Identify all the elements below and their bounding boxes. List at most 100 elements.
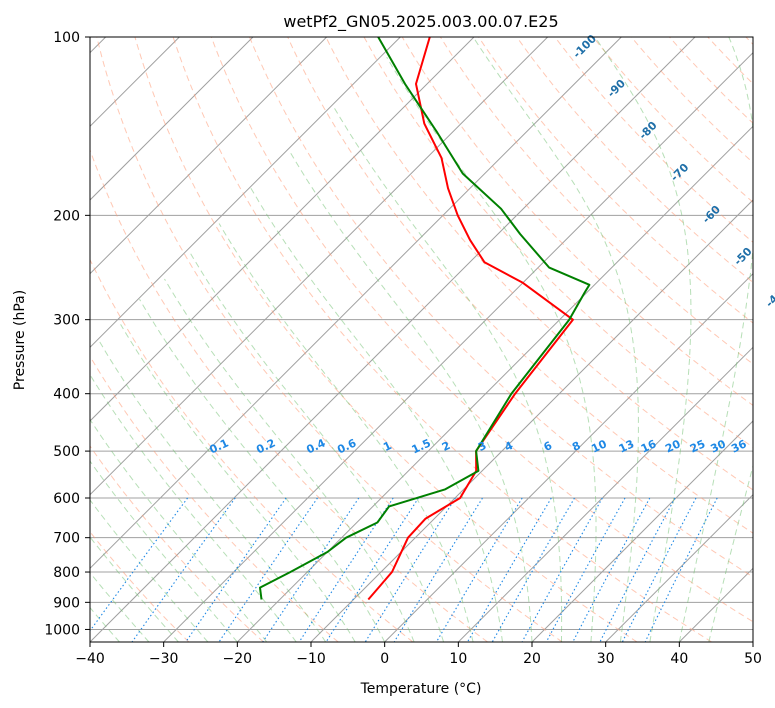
- moist-adiabat-line: [90, 499, 209, 642]
- isotherm-line: [236, 125, 753, 642]
- plot-background: [90, 37, 753, 642]
- dewpoint-profile: [259, 37, 591, 600]
- dry-adiabat-line: [287, 37, 753, 534]
- isotherm-line: [90, 37, 622, 570]
- isotherm-line: [90, 37, 328, 275]
- isotherm-line: [384, 272, 753, 642]
- moist-adiabat-line: [90, 418, 268, 642]
- isotherm-line: [163, 51, 753, 642]
- dry-adiabat-line: [90, 445, 264, 642]
- y-axis: 100 200 300 400 500 600 700 800 900 1000: [44, 30, 90, 638]
- isotherm-line: [605, 493, 753, 642]
- moist-adiabat-line: [594, 37, 692, 642]
- chart-title: wetPf2_GN05.2025.003.00.07.E25: [283, 12, 558, 32]
- moist-adiabat-line: [218, 223, 474, 642]
- dry-adiabat-line: [96, 37, 563, 642]
- dry-adiabat-line: [363, 37, 753, 448]
- mixing-ratio-line: [393, 497, 483, 642]
- x-tick-label: 10: [449, 651, 467, 667]
- dry-adiabat-label: -40: [763, 287, 775, 310]
- y-tick-label: 400: [53, 387, 80, 403]
- mixing-ratio-label: 36: [729, 437, 749, 455]
- mixing-ratio-line: [298, 497, 394, 642]
- x-tick-label: 20: [523, 651, 541, 667]
- mixing-ratio-line: [131, 497, 236, 642]
- dry-adiabat-line: [401, 37, 753, 406]
- x-tick-label: 40: [670, 651, 688, 667]
- dry-adiabat-line: [134, 37, 638, 642]
- moist-adiabat-line: [90, 571, 150, 642]
- mixing-ratio-line: [599, 497, 676, 642]
- mixing-ratio-label: 13: [617, 437, 636, 455]
- isotherm-line: [310, 199, 753, 642]
- isotherm-line: [90, 37, 549, 496]
- moist-adiabat-line: [678, 37, 753, 642]
- moist-adiabat-line: [708, 463, 753, 642]
- isotherm-line: [90, 37, 254, 201]
- y-tick-label: 1000: [44, 622, 80, 638]
- dry-adiabat-line: [478, 37, 753, 324]
- y-tick-label: 300: [53, 313, 80, 329]
- y-tick-label: 700: [53, 531, 80, 547]
- dry-adiabat-line: [249, 37, 753, 578]
- x-tick-label: 50: [744, 651, 762, 667]
- x-tick-label: 0: [380, 651, 389, 667]
- moist-adiabat-line: [290, 152, 533, 642]
- moist-adiabat-line: [90, 373, 297, 642]
- y-tick-label: 100: [53, 30, 80, 46]
- mixing-ratio-line: [325, 497, 419, 642]
- moist-adiabat-line: [139, 298, 386, 642]
- mixing-ratio-line: [621, 497, 697, 642]
- mixing-ratio-label: 30: [708, 437, 728, 455]
- dry-adiabat-line: [516, 37, 753, 284]
- line-annotations: 0.1 0.2 0.4 0.6 1 1.5 2 3 4 6 8 10 13 16 20 25 30 36-100-…: [207, 32, 775, 457]
- x-tick-label: −10: [296, 651, 326, 667]
- dry-adiabat-line: [630, 37, 753, 164]
- x-tick-label: 30: [597, 651, 615, 667]
- mixing-ratio-line: [572, 497, 651, 642]
- x-axis: −40 −30 −20 −10 0 10 20 30 40 50: [75, 642, 762, 667]
- grid-lines: [90, 37, 753, 642]
- moist-adiabat-line: [120, 324, 356, 642]
- plot-border: [89, 36, 754, 643]
- y-tick-label: 200: [53, 208, 80, 224]
- isotherm-line: [457, 346, 753, 642]
- x-tick-label: −20: [223, 651, 253, 667]
- mixing-ratio-line: [467, 497, 552, 642]
- dry-adiabat-line: [90, 258, 414, 642]
- dry-adiabat-line: [325, 37, 753, 491]
- profiles: [259, 37, 591, 601]
- mixing-ratio-line: [218, 497, 318, 642]
- mixing-ratio-label: 10: [589, 437, 609, 455]
- y-tick-label: 900: [53, 595, 80, 611]
- mixing-ratio-label: 16: [639, 437, 659, 455]
- mixing-ratio-label: 25: [688, 437, 707, 455]
- plot-area: [90, 37, 753, 642]
- mixing-ratio-line: [262, 497, 360, 642]
- dry-adiabat-line: [172, 37, 712, 642]
- isotherm-line: [90, 37, 475, 422]
- isotherm-line: [531, 420, 753, 642]
- x-tick-label: −30: [149, 651, 179, 667]
- mixing-ratio-line: [364, 497, 456, 642]
- dry-adiabat-line: [592, 37, 753, 203]
- mixing-ratio-label: 20: [663, 437, 683, 455]
- moist-adiabat-line: [97, 339, 327, 642]
- moist-adiabat-line: [333, 107, 563, 642]
- moist-adiabat-line: [190, 253, 445, 642]
- y-axis-title: Pressure (hPa): [12, 290, 28, 390]
- x-tick-label: −40: [75, 651, 105, 667]
- plot-frame: [89, 36, 754, 643]
- isotherm-line: [90, 37, 696, 642]
- moist-adiabat-line: [472, 37, 639, 642]
- moist-adiabat-line: [90, 460, 238, 642]
- y-tick-label: 500: [53, 444, 80, 460]
- thermo-guide-lines: [90, 37, 753, 642]
- moist-adiabat-line: [250, 187, 503, 642]
- isotherm-line: [752, 641, 753, 642]
- x-axis-title: Temperature (°C): [360, 681, 482, 697]
- y-tick-label: 800: [53, 565, 80, 581]
- temperature-profile: [367, 37, 574, 601]
- y-tick-label: 600: [53, 491, 80, 507]
